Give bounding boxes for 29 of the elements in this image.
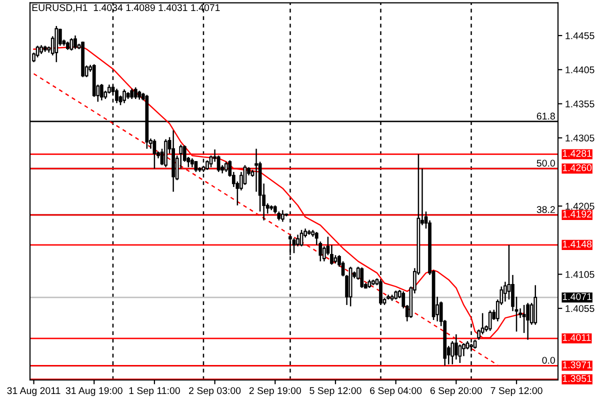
ref-line-label: 1.4011: [562, 334, 591, 341]
x-tick-label: 1 Sep 11:00: [129, 387, 180, 396]
ref-line-label: 1.4071: [562, 293, 592, 300]
ref-line-label: 1.4192: [562, 210, 592, 218]
annotation: 50.0: [536, 160, 555, 167]
x-tick-label: 31 Aug 2011: [7, 387, 60, 396]
x-tick-label: 31 Aug 19:00: [66, 387, 122, 396]
ref-line-label: 1.3951: [562, 375, 592, 382]
y-tick-label: 1.4355: [566, 100, 594, 108]
x-tick-label: 2 Sep 03:00: [189, 387, 241, 396]
x-tick-label: 2 Sep 19:00: [249, 387, 301, 396]
ref-line-label: 1.4148: [562, 240, 592, 248]
chart-title: EURUSD,H1 1.4034 1.4089 1.4031 1.4071: [32, 4, 220, 12]
ref-line-label: 1.4260: [562, 164, 592, 172]
ref-line-label: 1.3971: [562, 361, 592, 368]
y-tick-label: 1.4055: [566, 305, 594, 312]
x-tick-label: 6 Sep 20:00: [430, 387, 482, 396]
x-tick-label: 6 Sep 04:00: [370, 387, 422, 396]
y-tick-label: 1.4455: [566, 32, 594, 40]
x-tick-label: 7 Sep 12:00: [490, 387, 542, 396]
y-tick-label: 1.4205: [566, 202, 594, 210]
x-tick-label: 5 Sep 12:00: [310, 387, 362, 396]
y-tick-label: 1.4305: [566, 134, 594, 142]
y-tick-label: 1.4405: [566, 66, 594, 74]
annotation: 38.2: [536, 206, 555, 214]
y-tick-label: 1.4105: [566, 271, 594, 278]
annotation: 0.0: [542, 356, 555, 364]
annotation: 61.8: [536, 112, 555, 120]
ref-line-label: 1.4281: [562, 150, 592, 157]
